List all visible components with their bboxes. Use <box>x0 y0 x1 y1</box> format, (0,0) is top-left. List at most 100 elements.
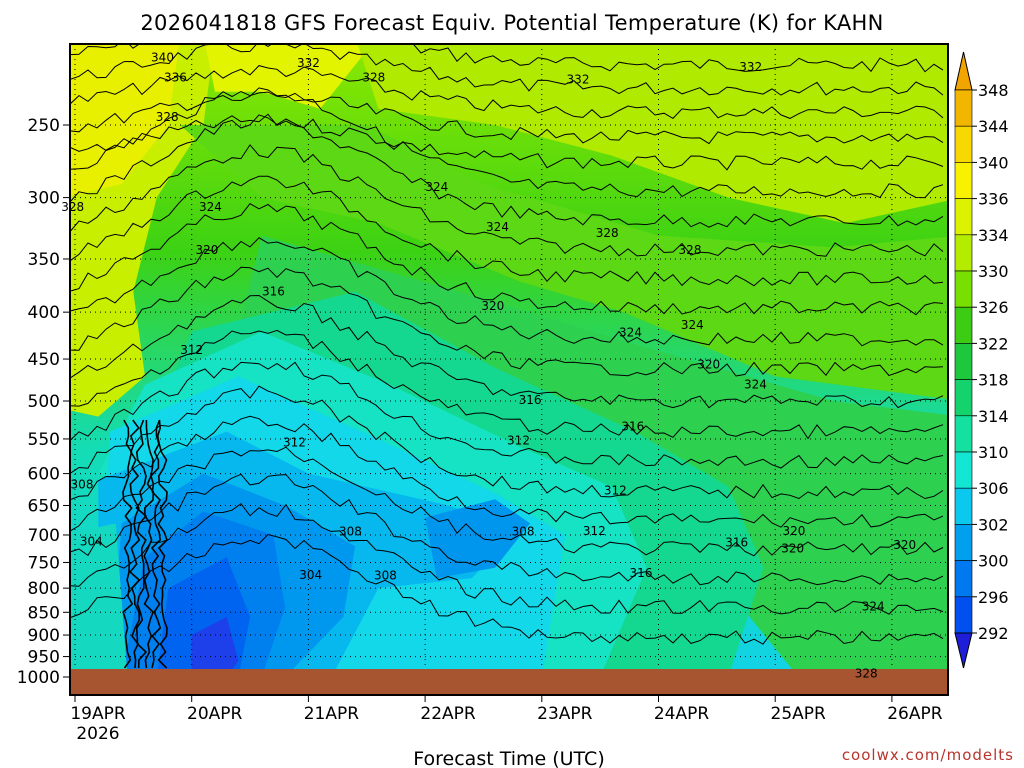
y-tick-label: 800 <box>28 579 60 599</box>
colorbar-label: 310 <box>978 443 1009 462</box>
contour-line <box>70 144 944 257</box>
contour-label: 340 <box>151 51 174 65</box>
colorbar-swatch <box>954 451 973 489</box>
contour-label: 324 <box>425 180 448 194</box>
colorbar-swatch <box>954 343 973 380</box>
contour-line <box>70 415 944 528</box>
contour-label: 308 <box>512 525 535 539</box>
colorbar-label: 322 <box>978 334 1009 353</box>
colorbar-label: 296 <box>978 588 1009 607</box>
field-band <box>70 523 128 677</box>
contour-line <box>70 503 944 615</box>
contour-label: 316 <box>725 535 748 549</box>
field-band <box>180 125 948 400</box>
field-band <box>70 44 179 197</box>
contour-label: 312 <box>283 436 306 450</box>
contour-label: 312 <box>604 484 627 498</box>
x-tick-label: 20APR <box>187 704 243 724</box>
contour-line <box>70 237 944 347</box>
plot-area <box>70 44 948 695</box>
contour-line <box>135 419 148 669</box>
colorbar-swatch <box>954 198 973 236</box>
contour-line <box>150 419 162 669</box>
contour-label: 316 <box>262 285 285 299</box>
colorbar-swatch <box>954 162 973 199</box>
contour-label: 332 <box>567 73 590 87</box>
colorbar-label: 334 <box>978 226 1009 245</box>
colorbar-label: 306 <box>978 479 1009 498</box>
colorbar-label: 300 <box>978 552 1009 571</box>
contour-label: 320 <box>781 541 804 555</box>
y-tick-label: 450 <box>28 350 60 370</box>
contour-label: 308 <box>374 569 397 583</box>
colorbar-bottom-cap <box>954 632 973 669</box>
contour-label: 316 <box>519 393 542 407</box>
x-axis-label: Forecast Time (UTC) <box>413 748 604 768</box>
contour-label: 320 <box>893 538 916 552</box>
x-tick-label: 23APR <box>537 704 593 724</box>
y-tick-label: 750 <box>28 553 60 573</box>
contour-line <box>70 44 944 96</box>
contour-label: 324 <box>681 318 704 332</box>
field-band <box>205 44 373 109</box>
contour-label: 324 <box>199 200 222 214</box>
contour-label: 332 <box>739 60 762 74</box>
contour-label: 312 <box>583 524 606 538</box>
x-tick-label: 19APR <box>70 704 126 724</box>
contour-label: 316 <box>630 566 653 580</box>
y-tick-label: 850 <box>28 603 60 623</box>
colorbar-swatch <box>954 415 973 453</box>
colorbar-label: 292 <box>978 624 1009 643</box>
colorbar-label: 336 <box>978 190 1009 209</box>
plot-frame <box>69 43 949 696</box>
x-tick-label: 24APR <box>654 704 710 724</box>
contour-label: 336 <box>164 71 187 85</box>
field-band <box>357 44 948 224</box>
colorbar-swatch <box>954 524 973 561</box>
y-tick-label: 350 <box>28 250 60 270</box>
colorbar-swatch <box>954 379 973 417</box>
field-band <box>191 616 239 677</box>
contour-line <box>143 419 155 669</box>
x-tick-label: 25APR <box>771 704 827 724</box>
contour-line <box>70 203 944 316</box>
colorbar-label: 302 <box>978 515 1009 534</box>
contour-line <box>156 419 168 669</box>
contour-label: 316 <box>621 419 644 433</box>
terrain-band <box>70 669 948 695</box>
contour-label: 324 <box>862 600 885 614</box>
y-tick-label: 400 <box>28 303 60 323</box>
contour-label: 328 <box>679 243 702 257</box>
colorbar-label: 326 <box>978 298 1009 317</box>
contour-line <box>70 65 944 120</box>
contour-line <box>128 419 141 669</box>
contour-label: 324 <box>619 326 642 340</box>
contour-label: 324 <box>486 220 509 234</box>
contour-line <box>122 419 134 669</box>
colorbar-label: 330 <box>978 262 1009 281</box>
y-tick-label: 250 <box>28 116 60 136</box>
contour-label: 328 <box>61 200 84 214</box>
chart-title: 2026041818 GFS Forecast Equiv. Potential… <box>140 11 883 35</box>
colorbar-label: 344 <box>978 117 1009 136</box>
colorbar-swatch <box>954 487 973 525</box>
contour-label: 304 <box>80 535 103 549</box>
contour-label: 308 <box>71 478 94 492</box>
contour-label: 324 <box>744 378 767 392</box>
y-tick-label: 650 <box>28 497 60 517</box>
colorbar-swatch <box>954 125 973 163</box>
contour-label: 308 <box>339 525 362 539</box>
contour-label: 320 <box>697 357 720 371</box>
colorbar-label: 348 <box>978 81 1009 100</box>
colorbar-swatch <box>954 560 973 598</box>
y-tick-label: 900 <box>28 626 60 646</box>
contour-line <box>70 113 944 171</box>
colorbar-swatch <box>954 270 973 308</box>
field-band <box>425 499 531 579</box>
contour-line <box>70 44 944 73</box>
contour-line <box>70 294 944 409</box>
colorbar-label: 340 <box>978 153 1009 172</box>
colorbar-swatch <box>954 596 973 634</box>
contour-label: 312 <box>507 433 530 447</box>
